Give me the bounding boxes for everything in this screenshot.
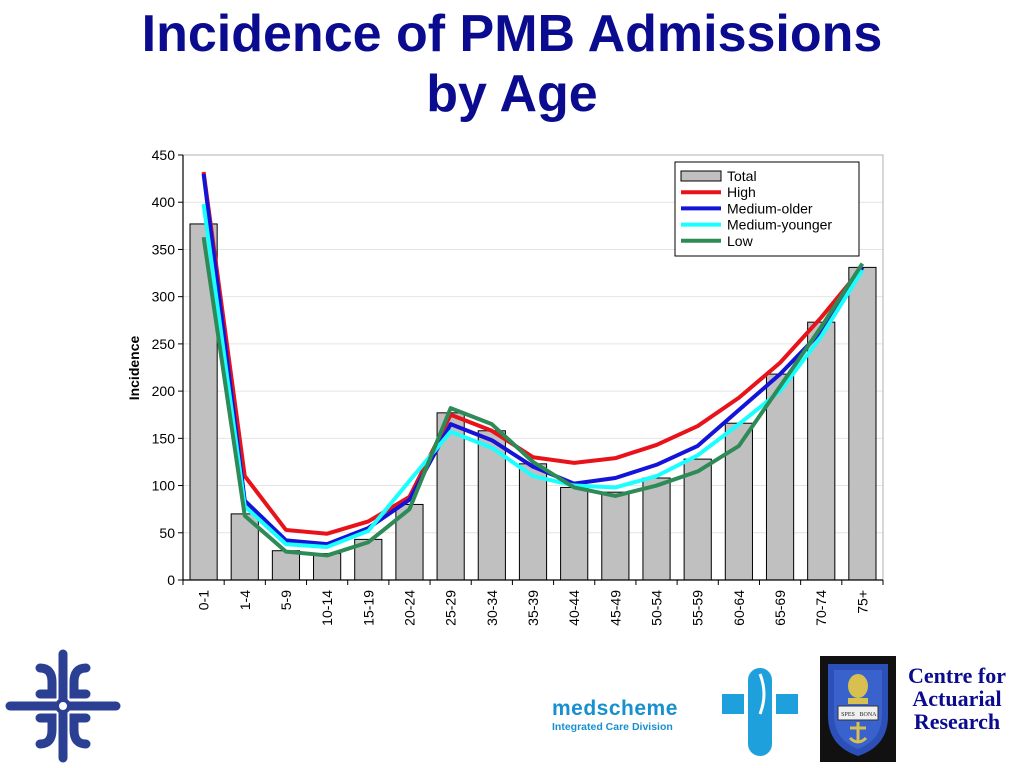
x-tick-label: 15-19 — [360, 590, 376, 626]
x-tick-label: 45-49 — [607, 590, 623, 626]
x-tick-label: 35-39 — [525, 590, 541, 626]
bar-total-5-9 — [271, 550, 301, 581]
medscheme-name: medscheme — [552, 697, 678, 720]
x-tick-label: 75+ — [854, 590, 870, 614]
y-tick-label: 200 — [152, 383, 176, 399]
medscheme-mark-logo — [722, 668, 798, 756]
bar-total-75+ — [848, 266, 877, 581]
series-line-high — [201, 171, 864, 536]
car-line3: Research — [913, 709, 1001, 734]
bar-total-65-69 — [765, 373, 795, 581]
x-tick-label: 70-74 — [813, 590, 829, 626]
x-tick-label: 25-29 — [443, 590, 459, 626]
slide-title: Incidence of PMB Admissions by Age — [0, 4, 1024, 124]
bar-total-40-44 — [560, 486, 589, 581]
y-tick-label: 0 — [167, 572, 175, 588]
legend-label: Total — [727, 168, 757, 184]
bar-total-70-74 — [807, 321, 836, 581]
y-tick-label: 350 — [152, 241, 176, 257]
legend-label: Medium-younger — [727, 217, 832, 233]
bar-total-45-49 — [601, 491, 630, 581]
legend-label: Low — [727, 233, 754, 249]
axes — [178, 154, 884, 585]
crest-banner-right: BONA — [859, 712, 877, 718]
bar-total-10-14 — [313, 553, 342, 581]
y-tick-label: 450 — [152, 147, 176, 163]
centre-for-actuarial-research-logo: Centre for Actuarial Research — [897, 664, 1017, 733]
y-tick-label: 400 — [152, 194, 176, 210]
x-tick-label: 40-44 — [566, 590, 582, 626]
x-tick-label: 5-9 — [278, 590, 294, 610]
y-tick-label: 100 — [152, 478, 176, 494]
y-tick-label: 300 — [152, 289, 176, 305]
car-line2: Actuarial — [912, 686, 1002, 711]
bar-total-50-54 — [642, 477, 671, 581]
medscheme-tagline: Integrated Care Division — [552, 721, 673, 733]
slide-title-line2: by Age — [426, 65, 598, 123]
series-line-medium-older — [201, 173, 865, 547]
legend-label: Medium-older — [727, 200, 813, 216]
y-tick-labels: 0 50 100 150 200 250 300 350 400 450 — [152, 147, 176, 588]
crest-banner-left: SPES — [841, 712, 855, 718]
bars — [189, 223, 877, 581]
y-tick-label: 150 — [152, 430, 176, 446]
university-crest-logo: SPES BONA — [820, 656, 896, 762]
legend-label: High — [727, 184, 756, 200]
x-tick-label: 10-14 — [319, 590, 335, 626]
series-line-low — [201, 236, 865, 558]
bar-total-55-59 — [683, 458, 712, 581]
x-tick-label: 20-24 — [401, 590, 417, 626]
x-tick-label: 60-64 — [731, 590, 747, 626]
x-tick-label: 65-69 — [772, 590, 788, 626]
slide-title-line1: Incidence of PMB Admissions — [141, 5, 883, 63]
x-tick-label: 1-4 — [237, 590, 253, 610]
car-line1: Centre for — [908, 663, 1006, 688]
bar-total-0-1 — [189, 223, 218, 581]
x-tick-label: 50-54 — [649, 590, 665, 626]
y-tick-label: 250 — [152, 336, 176, 352]
series-lines — [201, 171, 865, 558]
cross-emblem-logo — [5, 649, 121, 763]
bar-total-35-39 — [518, 463, 548, 581]
x-tick-label: 0-1 — [196, 590, 212, 610]
x-tick-label: 30-34 — [484, 590, 500, 626]
series-line-medium-younger — [201, 203, 865, 549]
legend-swatch-total — [680, 170, 722, 182]
x-tick-labels: 0-1 1-4 5-9 10-14 15-19 20-24 25-29 30-34 35-39 4… — [196, 590, 871, 626]
x-tick-label: 55-59 — [690, 590, 706, 626]
medscheme-logo: medscheme Integrated Care Division — [552, 698, 678, 734]
y-tick-label: 50 — [159, 525, 175, 541]
y-axis-label: Incidence — [126, 336, 142, 401]
